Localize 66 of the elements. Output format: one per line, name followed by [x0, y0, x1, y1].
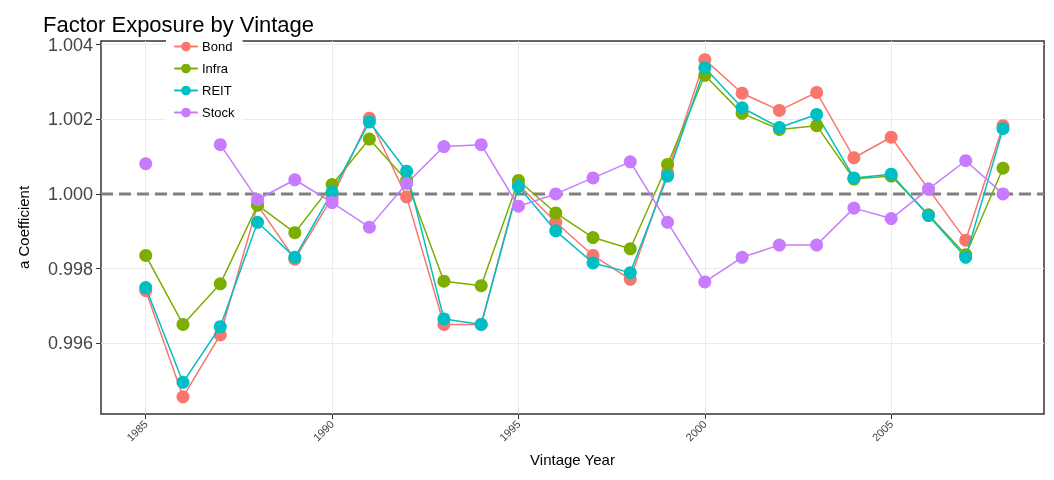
point: [325, 196, 339, 210]
point: [959, 154, 973, 168]
point: [213, 277, 227, 291]
point: [549, 224, 563, 238]
point: [623, 266, 637, 280]
y-axis-title: a Coefficient: [15, 185, 32, 270]
point: [437, 140, 451, 154]
point: [810, 107, 824, 121]
point: [474, 279, 488, 293]
point: [698, 61, 712, 75]
point: [213, 138, 227, 152]
point: [437, 312, 451, 326]
legend-label: Stock: [202, 105, 236, 120]
point: [772, 103, 786, 117]
point: [586, 231, 600, 245]
point: [549, 187, 563, 201]
point: [288, 226, 302, 240]
point: [176, 317, 190, 331]
y-tick-label: 1.002: [47, 109, 93, 130]
x-axis-title: Vintage Year: [530, 451, 615, 468]
point: [623, 155, 637, 169]
point: [251, 193, 265, 207]
point: [810, 119, 824, 133]
point: [362, 132, 376, 146]
point: [400, 164, 414, 178]
point: [362, 115, 376, 129]
point: [176, 390, 190, 404]
point: [586, 171, 600, 185]
point: [661, 215, 675, 229]
point: [176, 375, 190, 389]
point: [139, 248, 153, 262]
chart-title: Factor Exposure by Vintage: [43, 11, 315, 37]
point: [400, 190, 414, 204]
point: [810, 85, 824, 99]
point: [884, 130, 898, 144]
y-tick-label: 0.996: [47, 333, 93, 354]
point: [586, 256, 600, 270]
point: [996, 187, 1010, 201]
point: [772, 238, 786, 252]
point: [623, 242, 637, 256]
point: [735, 250, 749, 264]
point: [698, 275, 712, 289]
point: [549, 206, 563, 220]
point: [847, 201, 861, 215]
legend-label: REIT: [202, 83, 232, 98]
point: [661, 157, 675, 171]
point: [362, 220, 376, 234]
point: [213, 320, 227, 334]
point: [884, 212, 898, 226]
y-tick-label: 1.000: [47, 183, 93, 204]
point: [735, 101, 749, 115]
point: [437, 274, 451, 288]
y-tick-label: 1.004: [47, 34, 93, 55]
point: [288, 173, 302, 187]
point: [251, 215, 265, 229]
point: [847, 151, 861, 165]
point: [661, 169, 675, 183]
legend-label: Infra: [202, 61, 229, 76]
point: [474, 138, 488, 152]
point: [735, 86, 749, 100]
legend-label: Bond: [202, 39, 233, 54]
point: [996, 161, 1010, 175]
point: [810, 238, 824, 252]
point: [511, 199, 525, 213]
y-tick-label: 0.998: [47, 258, 93, 279]
point: [139, 157, 153, 171]
